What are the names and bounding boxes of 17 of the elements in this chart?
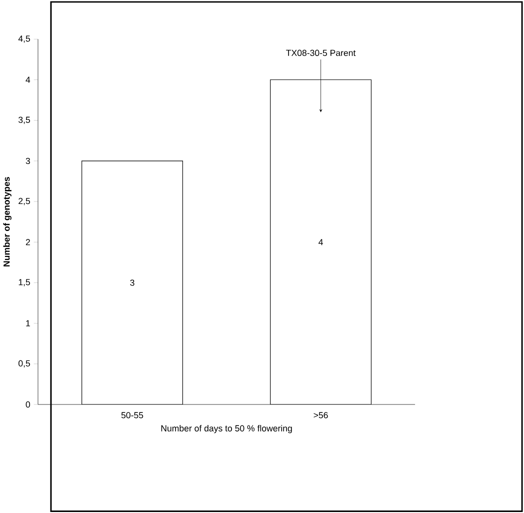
y-tick-label: 0	[26, 401, 30, 408]
y-axis-title: Number of genotypes	[3, 176, 12, 266]
data-label: 4	[318, 239, 323, 246]
x-tick-label: 50-55	[121, 412, 144, 418]
y-tick-label: 4	[26, 76, 30, 83]
annotation: TX08-30-5 Parent	[286, 50, 356, 56]
y-tick-label: 4,5	[18, 36, 30, 43]
x-tick-label: >56	[314, 412, 328, 418]
y-tick-label: 2,5	[18, 198, 30, 206]
y-tick-label: 1	[26, 320, 30, 326]
y-tick-label: 3	[26, 158, 30, 164]
y-tick-label: 3,5	[18, 116, 30, 124]
y-tick-label: 2	[26, 238, 30, 246]
x-axis-title: Number of days to 50 % flowering	[161, 424, 292, 434]
y-tick-label: 1,5	[18, 279, 30, 286]
y-tick-label: 0,5	[18, 360, 30, 368]
data-label: 3	[130, 280, 134, 286]
